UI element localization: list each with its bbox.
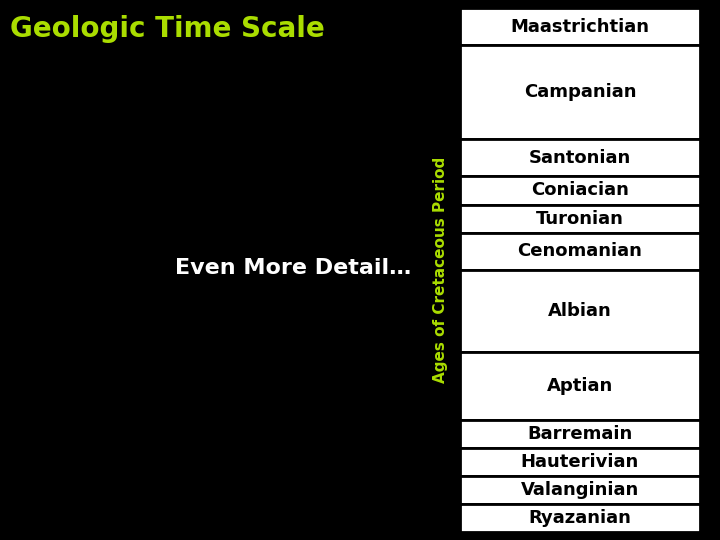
Text: Santonian: Santonian xyxy=(529,148,631,167)
Bar xyxy=(460,476,700,504)
Text: Geologic Time Scale: Geologic Time Scale xyxy=(10,15,325,43)
Bar xyxy=(460,139,700,177)
Bar xyxy=(460,8,700,45)
Bar xyxy=(460,352,700,420)
Text: Ages of Cretaceous Period: Ages of Cretaceous Period xyxy=(433,157,448,383)
Text: Even More Detail…: Even More Detail… xyxy=(175,258,411,278)
Bar xyxy=(460,448,700,476)
Text: Aptian: Aptian xyxy=(547,377,613,395)
Text: Albian: Albian xyxy=(548,302,612,320)
Bar xyxy=(460,45,700,139)
Text: Coniacian: Coniacian xyxy=(531,181,629,199)
Text: Turonian: Turonian xyxy=(536,210,624,227)
Text: Hauterivian: Hauterivian xyxy=(521,453,639,471)
Text: Maastrichtian: Maastrichtian xyxy=(510,18,649,36)
Bar xyxy=(460,504,700,532)
Bar xyxy=(460,270,700,352)
Text: Campanian: Campanian xyxy=(523,83,636,101)
Text: Barremain: Barremain xyxy=(527,425,633,443)
Bar xyxy=(460,233,700,270)
Text: Valanginian: Valanginian xyxy=(521,481,639,499)
Bar xyxy=(460,177,700,205)
Text: Cenomanian: Cenomanian xyxy=(518,242,642,260)
Bar xyxy=(700,8,720,532)
Bar xyxy=(460,420,700,448)
Text: Ryazanian: Ryazanian xyxy=(528,509,631,527)
Bar xyxy=(460,205,700,233)
